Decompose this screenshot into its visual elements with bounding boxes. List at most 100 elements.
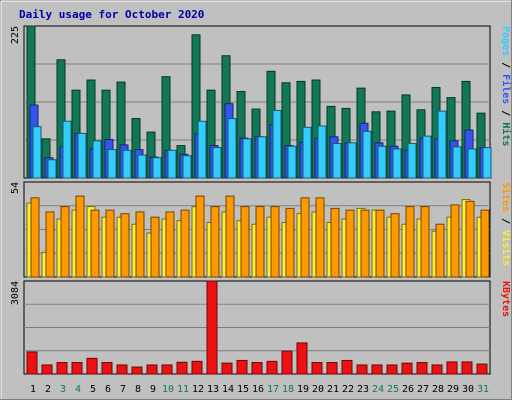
chart-panels: 225 Pages / Files / Hits 54 Sites / Visits 3… [10, 25, 512, 375]
x-tick-label-day-28: 28 [432, 384, 444, 395]
bar-sites-day-19 [300, 197, 310, 278]
x-tick-label-day-14: 14 [222, 384, 234, 395]
bar-pages-day-15 [242, 138, 252, 179]
bar-pages-day-23 [362, 130, 372, 179]
bar-pages-day-31 [482, 147, 492, 179]
x-tick-label-day-24: 24 [372, 384, 384, 395]
bar-kbytes-day-29 [446, 361, 458, 375]
bar-sites-day-20 [315, 197, 325, 278]
bar-sites-day-30 [465, 200, 475, 278]
bar-kbytes-day-15 [236, 359, 248, 375]
bar-pages-day-19 [302, 126, 312, 179]
bar-kbytes-day-17 [266, 360, 278, 375]
bar-sites-day-25 [390, 213, 400, 278]
x-axis-labels: 1 2 3 4 5 6 7 8 9 10 11 12 13 14 15 16 17 18 19 20 21 22 23 24 2… [30, 384, 489, 395]
x-tick-label-day-6: 6 [105, 384, 111, 395]
x-tick-label-day-29: 29 [447, 384, 459, 395]
bar-pages-day-26 [407, 143, 417, 179]
panel-legend-label: Sites / Visits [500, 182, 512, 266]
bar-pages-day-12 [197, 120, 207, 179]
x-tick-label-day-7: 7 [120, 384, 126, 395]
bar-kbytes-day-4 [71, 362, 83, 375]
legend-hits: Hits [500, 122, 512, 146]
bar-pages-day-25 [392, 148, 402, 179]
x-tick-label-day-10: 10 [162, 384, 174, 395]
bar-sites-day-10 [165, 211, 175, 278]
bar-kbytes-day-3 [56, 362, 68, 375]
bar-sites-day-18 [285, 207, 295, 278]
legend-kbytes: KBytes [500, 281, 511, 317]
bar-kbytes-day-25 [386, 364, 398, 375]
bar-sites-day-16 [255, 206, 265, 278]
bar-kbytes-day-22 [341, 359, 353, 375]
bar-sites-day-3 [60, 206, 70, 278]
x-tick-label-day-21: 21 [327, 384, 339, 395]
bar-pages-day-9 [152, 157, 162, 179]
bar-kbytes-day-20 [311, 362, 323, 375]
bar-pages-day-10 [167, 149, 177, 179]
series-kbytes [26, 280, 488, 375]
bar-sites-day-15 [240, 206, 250, 278]
y-max-label: 54 [10, 182, 21, 194]
x-tick-label-day-1: 1 [30, 384, 36, 395]
x-tick-label-day-20: 20 [312, 384, 324, 395]
bar-sites-day-24 [375, 209, 385, 278]
legend-sites: Sites [500, 182, 512, 212]
x-tick-label-day-16: 16 [252, 384, 264, 395]
bar-pages-day-17 [272, 109, 282, 179]
bar-pages-day-27 [422, 135, 432, 179]
bar-pages-day-5 [92, 140, 102, 179]
x-tick-label-day-4: 4 [75, 384, 81, 395]
bar-pages-day-3 [62, 120, 72, 179]
series-sites [30, 195, 490, 278]
bar-pages-day-29 [452, 146, 462, 179]
bar-sites-day-26 [405, 206, 415, 278]
bar-pages-day-16 [257, 136, 267, 179]
bar-kbytes-day-5 [86, 357, 98, 375]
bar-sites-day-22 [345, 209, 355, 278]
bar-kbytes-day-21 [326, 362, 338, 375]
x-tick-label-day-31: 31 [477, 384, 489, 395]
legend-separator: / [500, 56, 511, 74]
bar-pages-day-11 [182, 155, 192, 179]
x-tick-label-day-27: 27 [417, 384, 429, 395]
bar-kbytes-day-24 [371, 364, 383, 375]
legend-separator: / [500, 212, 511, 230]
x-tick-label-day-13: 13 [207, 384, 219, 395]
legend-separator: / [500, 104, 511, 122]
bar-sites-day-23 [360, 209, 370, 278]
bar-sites-day-6 [105, 209, 115, 278]
x-tick-label-day-11: 11 [177, 384, 189, 395]
bar-kbytes-day-27 [416, 362, 428, 375]
legend-pages: Pages [500, 26, 511, 56]
bar-sites-day-13 [210, 206, 220, 278]
bar-sites-day-7 [120, 213, 130, 278]
x-tick-label-day-15: 15 [237, 384, 249, 395]
bar-sites-day-5 [90, 209, 100, 278]
bar-pages-day-14 [227, 118, 237, 179]
bar-kbytes-day-14 [221, 362, 233, 375]
bar-sites-day-12 [195, 195, 205, 278]
panel-legend-label: KBytes [500, 281, 511, 317]
bar-kbytes-day-16 [251, 362, 263, 375]
x-tick-label-day-26: 26 [402, 384, 414, 395]
bar-kbytes-day-7 [116, 364, 128, 375]
bar-kbytes-day-19 [296, 342, 308, 375]
legend-files: Files [500, 74, 512, 104]
bar-pages-day-8 [137, 154, 147, 179]
bar-kbytes-day-23 [356, 364, 368, 375]
bar-sites-day-2 [45, 211, 55, 278]
bar-pages-day-22 [347, 142, 357, 179]
bar-sites-day-21 [330, 207, 340, 278]
x-tick-label-day-12: 12 [192, 384, 204, 395]
bar-sites-day-29 [450, 204, 460, 278]
bar-pages-day-13 [212, 147, 222, 179]
bar-sites-day-27 [420, 206, 430, 278]
bar-kbytes-day-12 [191, 360, 203, 375]
bar-pages-day-7 [122, 149, 132, 179]
bar-kbytes-day-1 [26, 351, 38, 375]
bar-kbytes-day-9 [146, 364, 158, 375]
bar-kbytes-day-8 [131, 366, 143, 375]
x-tick-label-day-5: 5 [90, 384, 96, 395]
bar-kbytes-day-31 [476, 363, 488, 375]
